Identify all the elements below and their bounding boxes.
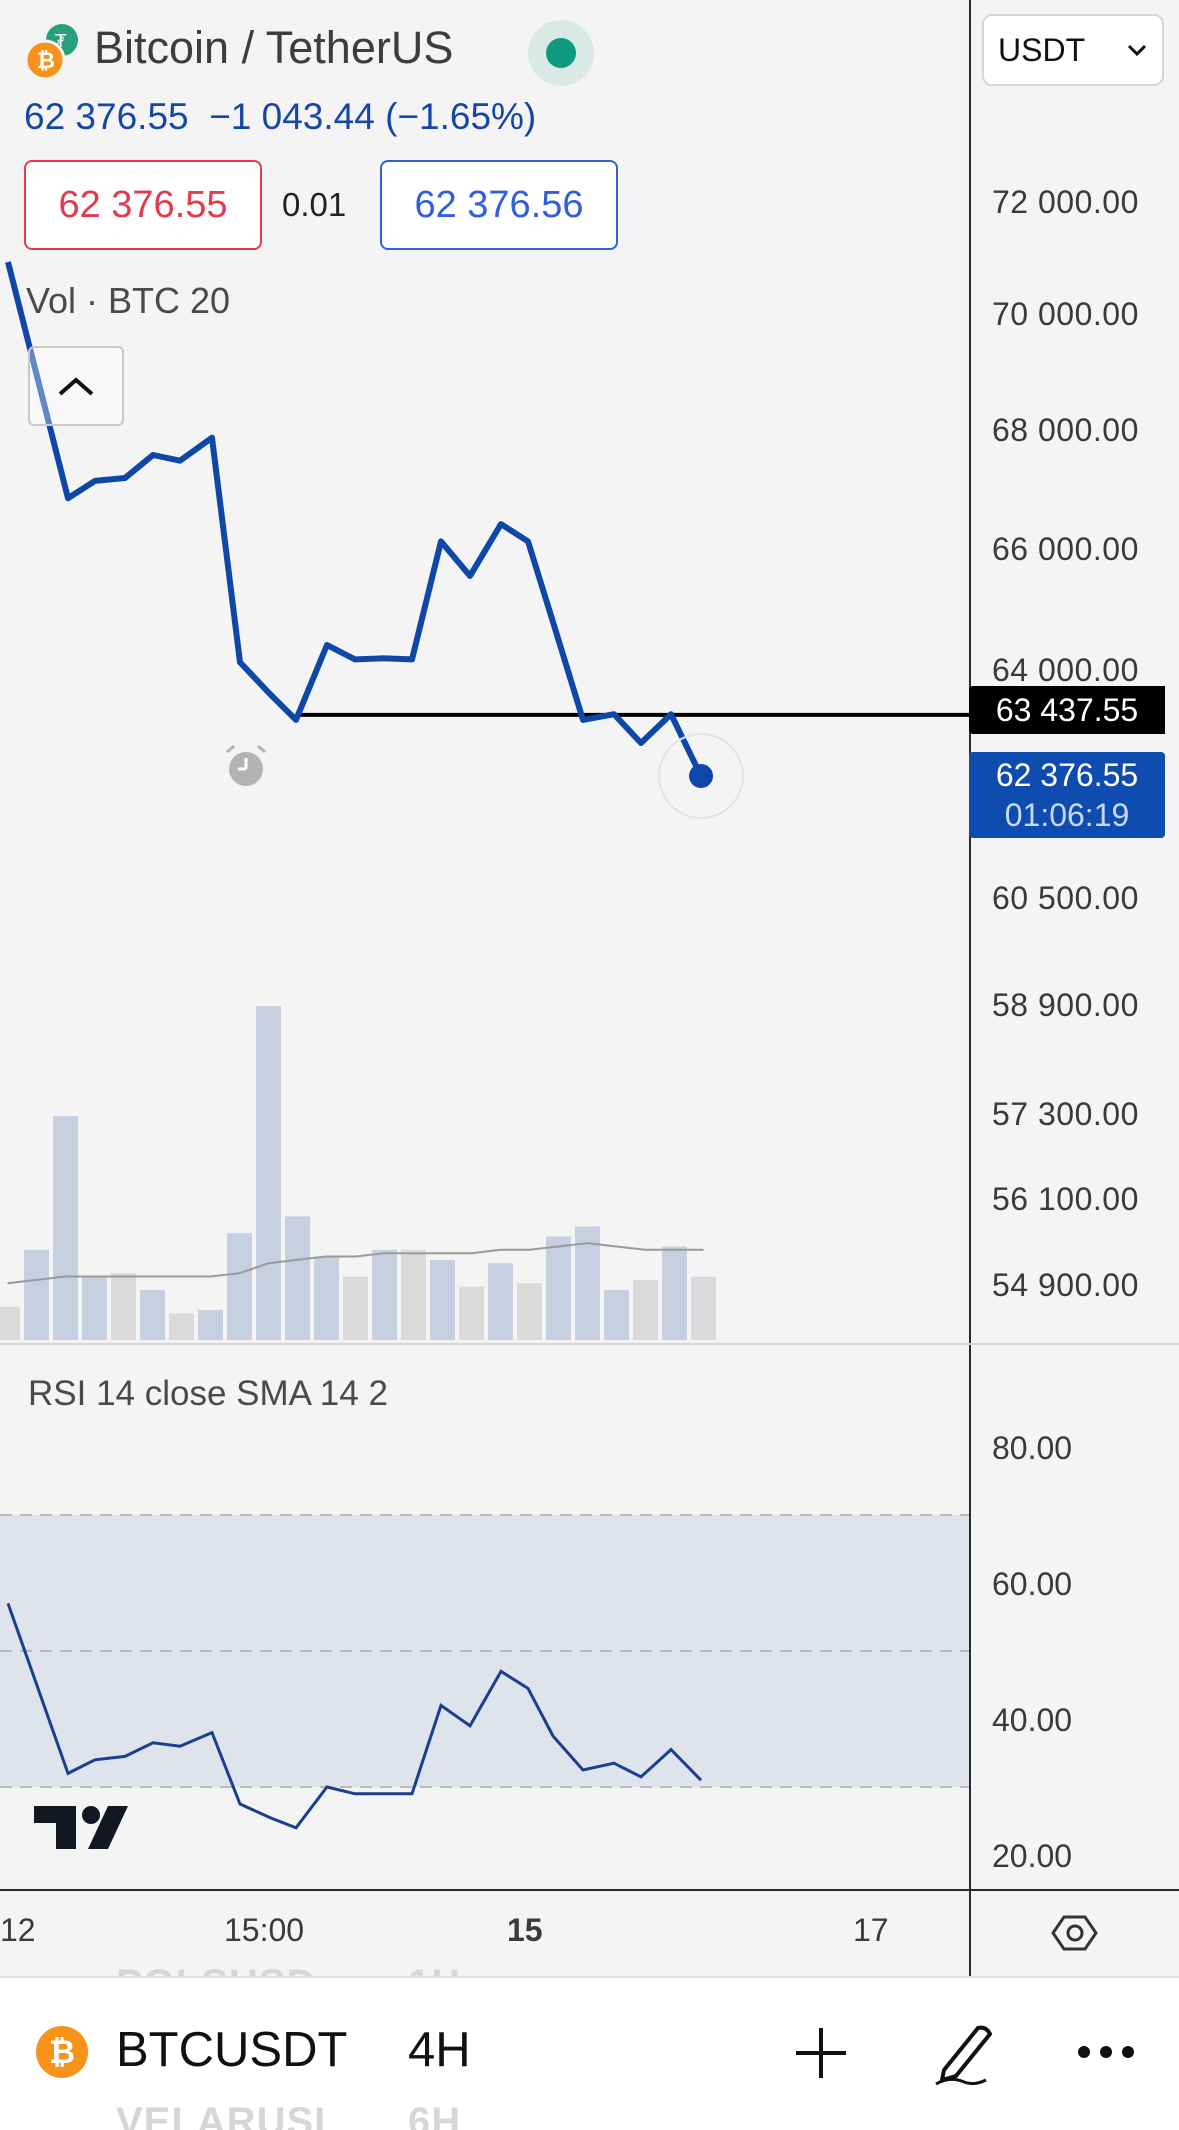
volume-bar [459, 1286, 484, 1340]
bitcoin-tether-icon: ₮ ₿ [24, 24, 78, 81]
volume-bar [256, 1006, 281, 1340]
price-change: −1 043.44 (−1.65%) [209, 96, 537, 137]
price-axis-label: 70 000.00 [992, 296, 1139, 332]
chevron-up-icon [58, 377, 94, 396]
tradingview-logo [34, 1806, 128, 1849]
spread-value: 0.01 [282, 186, 347, 223]
time-axis-label: 15:00 [224, 1912, 305, 1948]
alert-clock-icon[interactable] [226, 744, 266, 786]
price-axis-label: 66 000.00 [992, 531, 1139, 567]
ghost-interval-below: 6H [408, 2100, 462, 2130]
time-axis-label: 17 [853, 1912, 889, 1948]
volume-bar [546, 1236, 571, 1340]
volume-bar [82, 1276, 107, 1340]
volume-bar [488, 1263, 513, 1340]
price-axis-label: 72 000.00 [992, 184, 1139, 220]
price-axis-label: 64 000.00 [992, 652, 1139, 688]
svg-text:₿: ₿ [37, 49, 55, 74]
volume-bar [169, 1313, 194, 1340]
pen-icon [935, 2025, 992, 2086]
last-price-tag: 62 376.55 01:06:19 [969, 752, 1165, 838]
add-button[interactable] [790, 2022, 852, 2084]
currency-value: USDT [998, 31, 1086, 68]
plus-icon [796, 2028, 846, 2078]
chevron-down-icon [1127, 44, 1147, 57]
price-line [5, 261, 704, 778]
price-axis-label: 60 500.00 [992, 880, 1139, 916]
chart-canvas[interactable] [0, 0, 1179, 1976]
volume-ma-line [7, 1242, 704, 1285]
horizontal-line-price-tag[interactable]: 63 437.55 [969, 686, 1165, 734]
bar-countdown: 01:06:19 [1004, 797, 1130, 833]
volume-bar [285, 1216, 310, 1340]
volume-bar [662, 1246, 687, 1340]
volume-bar [343, 1276, 368, 1340]
collapse-legend-button[interactable] [28, 346, 124, 426]
last-price-tag-value: 62 376.55 [995, 757, 1139, 793]
volume-bars [0, 1006, 716, 1340]
rsi-axis-label: 40.00 [992, 1702, 1073, 1738]
volume-bar [0, 1306, 20, 1340]
volume-bar [372, 1249, 397, 1340]
buy-price-button[interactable]: 62 376.56 [380, 160, 618, 250]
currency-select[interactable]: USDT [982, 14, 1164, 86]
last-price-halo [658, 733, 744, 819]
symbol-icon-group: ₮ ₿ [24, 22, 82, 84]
volume-bar [517, 1283, 542, 1340]
symbol-selector[interactable]: BTCUSDT [116, 2023, 348, 2077]
drawing-tools-button[interactable] [930, 2018, 1000, 2088]
volume-bar [111, 1273, 136, 1340]
volume-bar [140, 1289, 165, 1340]
volume-bar [604, 1289, 629, 1340]
volume-bar [575, 1226, 600, 1340]
market-open-dot [546, 38, 576, 68]
volume-bar [401, 1249, 426, 1340]
price-axis-label: 57 300.00 [992, 1096, 1139, 1132]
time-axis-label: 12 [0, 1912, 36, 1948]
rsi-line [6, 1602, 703, 1830]
bottom-toolbar [0, 1976, 1179, 2130]
price-axis-label: 58 900.00 [992, 987, 1139, 1023]
sell-price-button[interactable]: 62 376.55 [24, 160, 262, 250]
volume-bar [53, 1116, 78, 1340]
rsi-axis-label: 80.00 [992, 1430, 1073, 1466]
price-change-line: 62 376.55 −1 043.44 (−1.65%) [24, 96, 536, 138]
ghost-symbol-below: VELARUSI [116, 2100, 327, 2130]
chart-settings-icon[interactable] [1051, 1915, 1098, 1951]
symbol-title[interactable]: Bitcoin / TetherUS [94, 22, 454, 73]
price-axis-label: 54 900.00 [992, 1267, 1139, 1303]
volume-bar [691, 1276, 716, 1340]
interval-selector[interactable]: 4H [408, 2023, 471, 2077]
more-dots-icon [1078, 2046, 1134, 2058]
volume-bar [430, 1259, 455, 1340]
last-price: 62 376.55 [24, 96, 189, 137]
volume-bar [633, 1279, 658, 1340]
rsi-axis-label: 60.00 [992, 1566, 1073, 1602]
last-price-dot [689, 764, 713, 788]
price-axis-label: 68 000.00 [992, 412, 1139, 448]
more-button[interactable] [1074, 2034, 1138, 2070]
market-status-icon[interactable] [528, 20, 594, 86]
volume-bar [314, 1256, 339, 1340]
time-axis-label: 15 [507, 1912, 543, 1948]
rsi-indicator-label[interactable]: RSI 14 close SMA 14 2 [28, 1374, 388, 1413]
volume-bar [227, 1233, 252, 1340]
price-axis-label: 56 100.00 [992, 1181, 1139, 1217]
volume-bar [198, 1309, 223, 1340]
volume-indicator-label[interactable]: Vol · BTC 20 [26, 280, 231, 321]
rsi-axis-label: 20.00 [992, 1838, 1073, 1874]
volume-bar [24, 1249, 49, 1340]
btc-symbol-icon: ₿ [36, 2026, 88, 2078]
